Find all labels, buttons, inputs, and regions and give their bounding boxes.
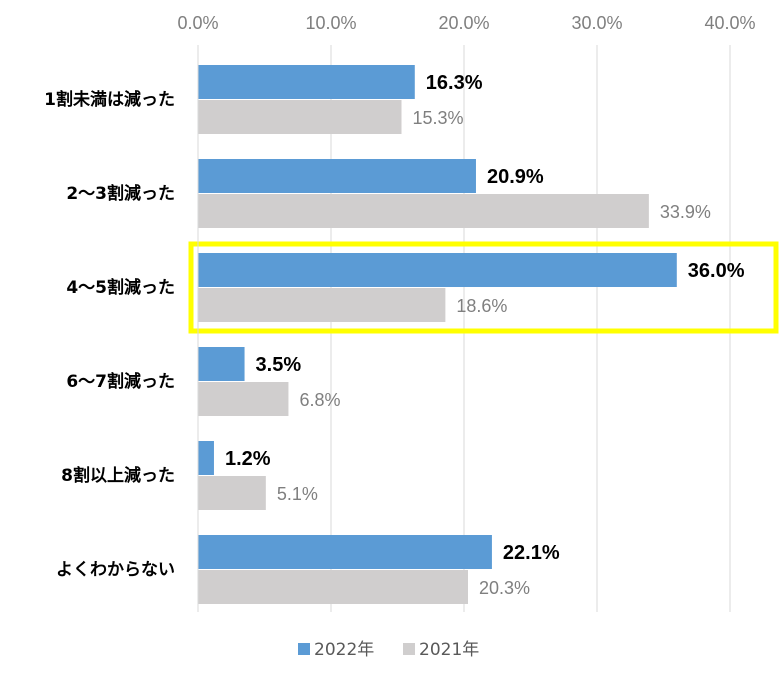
x-tick-label: 40.0% xyxy=(704,13,755,33)
data-label-2022: 3.5% xyxy=(256,354,302,376)
category-label: 4〜5割減った xyxy=(66,277,175,298)
category-label: 8割以上減った xyxy=(61,465,175,486)
data-label-2022: 1.2% xyxy=(225,448,271,470)
data-label-2022: 20.9% xyxy=(487,166,544,188)
data-label-2022: 36.0% xyxy=(688,260,745,282)
bar-2022 xyxy=(198,65,415,99)
bar-2021 xyxy=(198,194,649,228)
data-label-2021: 18.6% xyxy=(456,296,507,316)
legend-label: 2021年 xyxy=(419,640,479,660)
bar-2021 xyxy=(198,570,468,604)
data-label-2021: 5.1% xyxy=(277,484,318,504)
legend-label: 2022年 xyxy=(314,640,374,660)
x-tick-label: 0.0% xyxy=(177,13,218,33)
x-tick-label: 10.0% xyxy=(305,13,356,33)
x-tick-label: 30.0% xyxy=(571,13,622,33)
bar-2022 xyxy=(198,535,492,569)
bar-2021 xyxy=(198,382,289,416)
bar-2022 xyxy=(198,253,677,287)
legend-swatch xyxy=(298,643,310,655)
bar-2022 xyxy=(198,441,214,475)
legend-swatch xyxy=(403,643,415,655)
category-label: よくわからない xyxy=(56,560,175,580)
x-tick-label: 20.0% xyxy=(438,13,489,33)
bar-2022 xyxy=(198,159,476,193)
data-label-2021: 15.3% xyxy=(412,108,463,128)
bar-2022 xyxy=(198,347,245,381)
data-label-2021: 6.8% xyxy=(299,390,340,410)
category-label: 1割未満は減った xyxy=(44,89,175,110)
category-label: 6〜7割減った xyxy=(66,371,175,392)
data-label-2022: 22.1% xyxy=(503,542,560,564)
highlight-box xyxy=(188,241,779,334)
bar-2021 xyxy=(198,476,266,510)
bar-2021 xyxy=(198,288,446,322)
bar-2021 xyxy=(198,100,402,134)
category-label: 2〜3割減った xyxy=(66,183,175,204)
data-label-2021: 33.9% xyxy=(660,202,711,222)
data-label-2021: 20.3% xyxy=(479,578,530,598)
data-label-2022: 16.3% xyxy=(426,72,483,94)
